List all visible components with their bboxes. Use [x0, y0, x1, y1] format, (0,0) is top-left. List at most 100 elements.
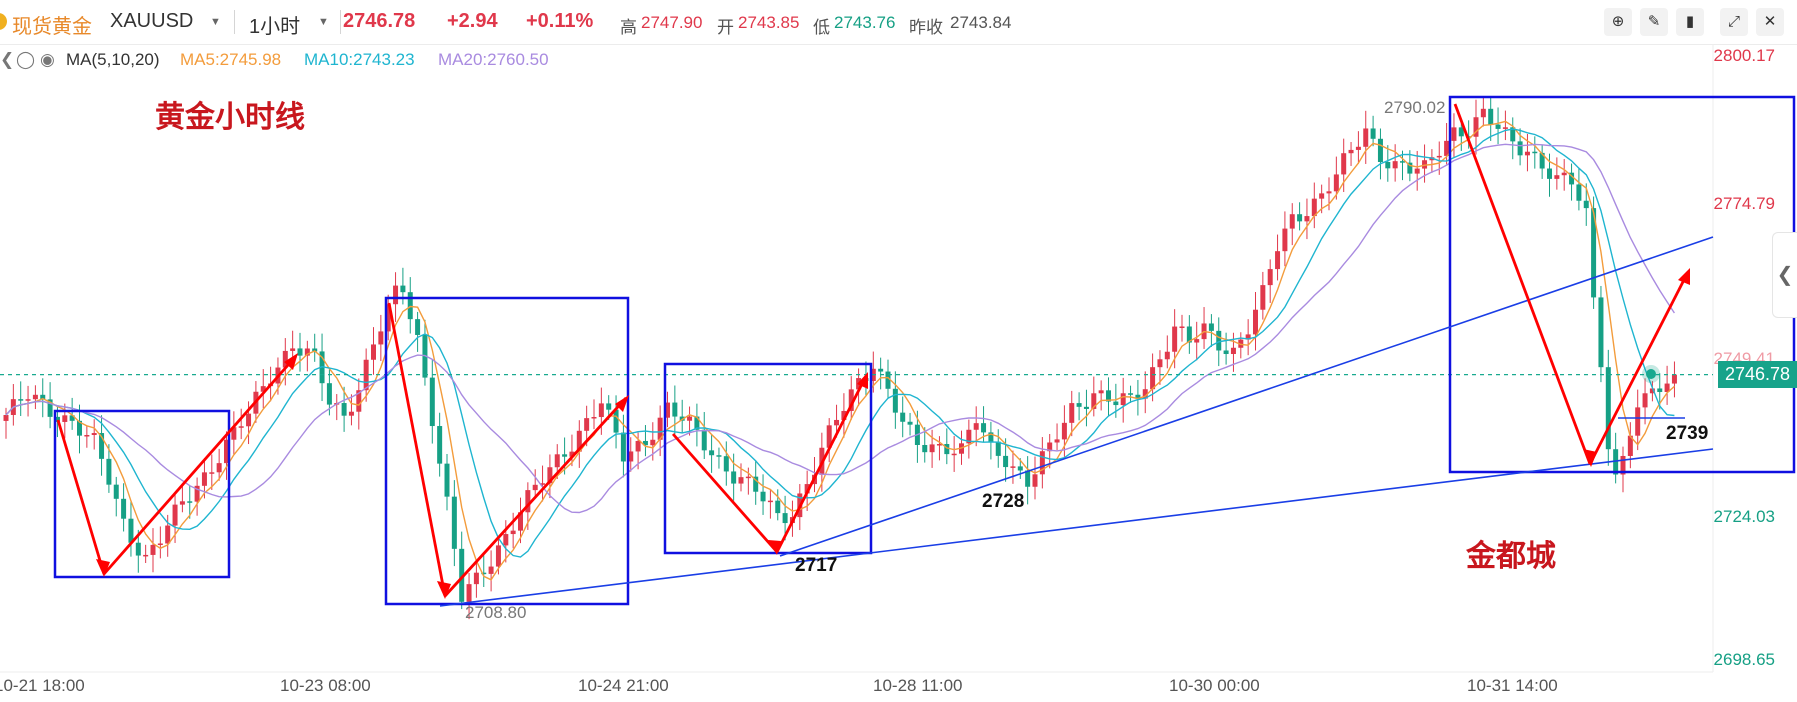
instrument-symbol[interactable]: XAUUSD: [110, 10, 194, 32]
candle-body: [194, 485, 200, 502]
candle-body: [1355, 146, 1361, 150]
candle-body: [304, 348, 310, 356]
candle-body: [1532, 151, 1538, 154]
candle-body: [1569, 172, 1575, 185]
price-change: +2.94: [447, 10, 498, 32]
analysis-box-1: [53, 409, 231, 579]
candle-body: [1547, 168, 1552, 179]
divider: [340, 10, 341, 34]
ma10-line: [5, 128, 1675, 558]
candle-body: [1664, 383, 1670, 392]
candle-body: [1488, 108, 1494, 125]
candle-body: [731, 471, 737, 484]
candle-body: [282, 350, 288, 368]
candle-body: [1135, 394, 1141, 399]
gold-coin-icon: [0, 13, 7, 30]
candle-body: [1524, 151, 1530, 156]
candle-body: [1370, 128, 1376, 139]
low-value: 2743.76: [834, 13, 896, 32]
candle-body: [18, 399, 24, 401]
candle-body: [224, 439, 229, 464]
candle-body: [1186, 326, 1192, 343]
y-tick-label: 2698.65: [1713, 650, 1775, 669]
high-label: 高: [620, 18, 637, 37]
candle-body: [1253, 309, 1258, 335]
candle-body: [1510, 127, 1516, 142]
swing-arrow: [1453, 103, 1592, 465]
instrument-name[interactable]: 现货黄金: [12, 16, 92, 38]
candle-body: [179, 501, 185, 505]
candle-body: [1275, 251, 1281, 270]
high-value: 2747.90: [641, 13, 703, 32]
candle-body: [1451, 127, 1457, 141]
candle-body: [1319, 193, 1325, 199]
candle-body: [745, 476, 751, 479]
candle-body: [973, 423, 979, 430]
close-icon[interactable]: ✕: [1756, 8, 1784, 36]
candle-body: [1164, 351, 1170, 360]
divider: [234, 10, 235, 34]
chart-style-icon[interactable]: ⊕: [1604, 8, 1632, 36]
candle-body: [892, 388, 898, 413]
candle-body: [25, 399, 31, 401]
candle-body: [1620, 455, 1626, 475]
candle-body: [598, 403, 604, 418]
candle-body: [547, 467, 553, 484]
swing-arrow: [775, 375, 868, 553]
interval-dropdown-icon[interactable]: ▼: [318, 16, 329, 28]
candle-body: [1649, 388, 1655, 394]
candle-body: [929, 444, 935, 453]
prev-close-value: 2743.84: [950, 13, 1012, 32]
level-label-2739: 2739: [1666, 423, 1709, 444]
candle-body: [907, 421, 913, 425]
draw-pen-icon[interactable]: ✎: [1640, 8, 1668, 36]
side-panel-toggle-icon[interactable]: ❮: [1772, 232, 1797, 318]
ma-title: MA(5,10,20): [66, 50, 160, 69]
candle-body: [1267, 269, 1273, 286]
candle-body: [62, 415, 68, 422]
x-tick-label: 10-30 00:00: [1169, 676, 1260, 695]
candle-body: [540, 483, 546, 485]
candle-body: [1613, 449, 1619, 475]
candle-body: [716, 455, 722, 457]
expand-icon[interactable]: ⤢: [1720, 8, 1748, 36]
candle-body: [1142, 389, 1148, 399]
candle-body: [1238, 339, 1244, 348]
candle-body: [525, 490, 531, 513]
price-change-percent: +0.11%: [526, 10, 594, 32]
candle-body: [672, 402, 678, 417]
candle-body: [1480, 108, 1486, 118]
candle-body: [584, 418, 590, 431]
visibility-eye-icon[interactable]: ◉: [40, 50, 55, 69]
candlestick-chart[interactable]: [0, 44, 1797, 702]
candle-body: [569, 451, 575, 457]
candle-body: [356, 390, 362, 412]
candle-type-icon[interactable]: ▮: [1676, 8, 1704, 36]
candle-body: [1304, 216, 1310, 222]
eye-off-icon[interactable]: ❮: [0, 50, 15, 69]
candle-body: [378, 331, 384, 345]
candle-body: [841, 410, 847, 420]
candle-body: [172, 504, 178, 526]
symbol-dropdown-icon[interactable]: ▼: [210, 16, 221, 28]
settings-icon[interactable]: ◯: [16, 50, 36, 69]
swing-arrow: [671, 433, 779, 553]
interval-select[interactable]: 1小时: [249, 16, 301, 38]
ma10-value: MA10:2743.23: [304, 50, 415, 69]
candle-body: [121, 498, 127, 519]
candle-body: [701, 429, 707, 451]
candle-body: [1444, 140, 1450, 156]
candle-body: [1245, 334, 1251, 340]
candle-body: [738, 477, 744, 484]
candle-body: [1172, 326, 1178, 352]
candle-body: [326, 383, 332, 405]
candle-body: [91, 433, 97, 435]
candle-body: [32, 394, 38, 400]
candle-body: [753, 476, 759, 492]
candle-body: [848, 389, 854, 411]
prev-close-label: 昨收: [909, 18, 943, 37]
candle-body: [341, 403, 347, 416]
swing-arrow: [102, 355, 298, 575]
candle-body: [165, 525, 171, 544]
candle-body: [620, 432, 626, 462]
